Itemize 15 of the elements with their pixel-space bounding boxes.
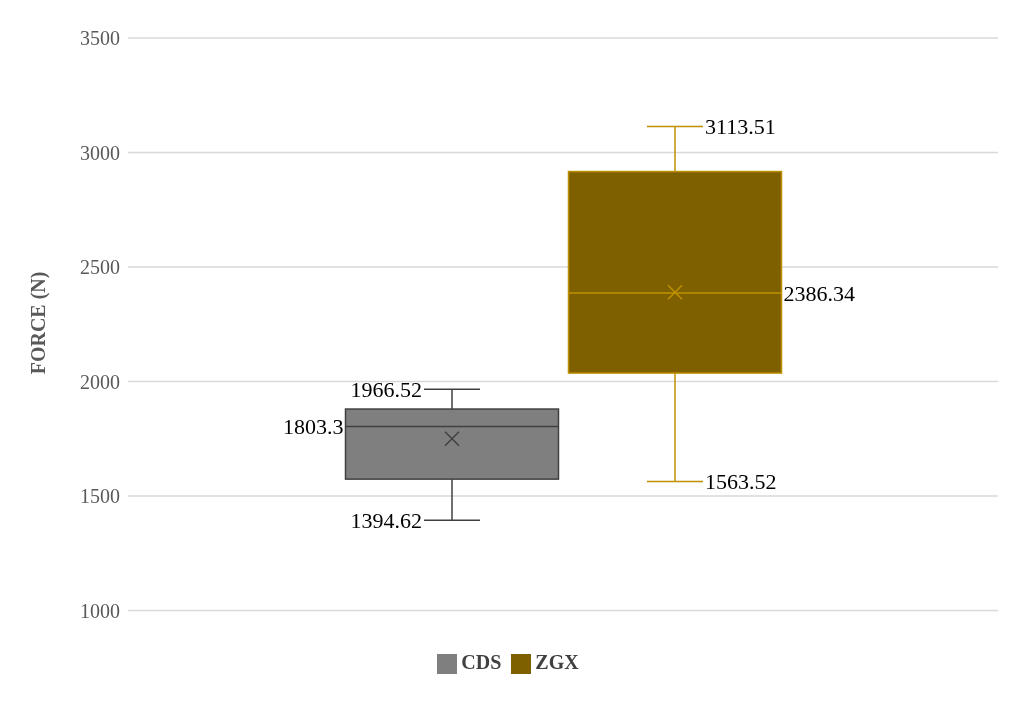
annotation: 2386.34 (783, 280, 855, 306)
annotation: 1803.3 (283, 414, 344, 440)
annotation: 1966.52 (350, 376, 422, 402)
legend-label: CDS (461, 650, 502, 673)
annotation: 1394.62 (350, 507, 422, 533)
y-tick-label: 3000 (80, 141, 120, 164)
annotation: 1563.52 (705, 469, 777, 495)
y-tick-label: 1000 (80, 599, 120, 622)
y-tick-label: 2500 (80, 256, 120, 279)
y-axis-title: FORCE (N) (27, 271, 51, 375)
annotation: 3113.51 (705, 114, 776, 140)
y-tick-label: 3500 (80, 27, 120, 50)
y-tick-label: 1500 (80, 485, 120, 508)
legend-label: ZGX (535, 650, 579, 673)
y-tick-label: 2000 (80, 370, 120, 393)
